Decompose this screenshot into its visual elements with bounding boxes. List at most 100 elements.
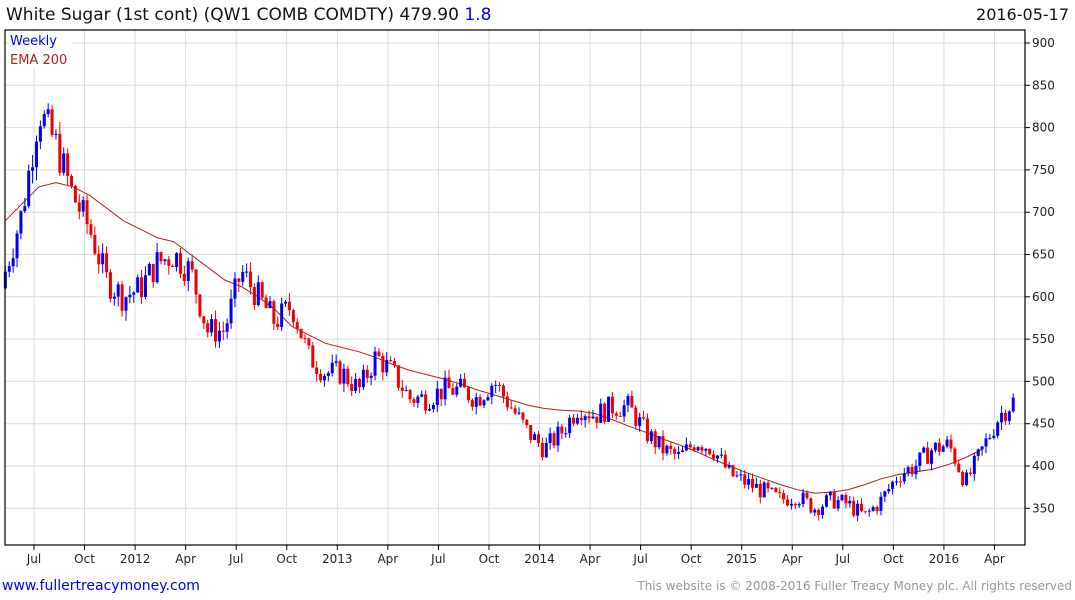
- candle-body: [143, 275, 147, 297]
- candle-body: [968, 472, 972, 475]
- candle-body: [346, 368, 350, 385]
- candle-body: [338, 361, 342, 384]
- candle-body: [373, 351, 377, 376]
- y-tick-label: 850: [1032, 78, 1055, 92]
- candle-body: [626, 396, 630, 406]
- x-tick-label: Jul: [26, 552, 41, 566]
- candle-body: [852, 500, 856, 516]
- candle-body: [813, 509, 817, 513]
- candle-body: [595, 416, 599, 423]
- candle-body: [303, 338, 307, 340]
- candle-body: [393, 361, 397, 366]
- candle-body: [163, 259, 167, 262]
- candle-body: [1011, 397, 1015, 412]
- candle-body: [789, 503, 793, 506]
- candle-body: [965, 472, 969, 486]
- candle-body: [396, 365, 400, 388]
- candle-body: [381, 355, 385, 373]
- candle-body: [97, 253, 101, 265]
- candle-body: [941, 446, 945, 452]
- candle-body: [147, 263, 151, 276]
- candle-body: [684, 444, 688, 451]
- x-tick-label: Jul: [632, 552, 647, 566]
- candle-body: [665, 445, 669, 454]
- candle-body: [400, 387, 404, 391]
- candle-body: [680, 450, 684, 452]
- candle-body: [23, 206, 27, 212]
- candle-body: [614, 413, 618, 416]
- candle-body: [198, 294, 202, 317]
- candle-body: [369, 375, 373, 378]
- candle-body: [108, 272, 112, 299]
- candle-body: [221, 330, 225, 332]
- candle-body: [307, 338, 311, 346]
- plot-frame: [4, 29, 1026, 546]
- candle-body: [128, 294, 132, 298]
- candle-body: [859, 503, 863, 512]
- candle-body: [470, 400, 474, 407]
- candle-body: [754, 483, 758, 488]
- candle-body: [439, 388, 443, 400]
- candle-body: [291, 310, 295, 323]
- y-tick-label: 600: [1032, 290, 1055, 304]
- candle-body: [42, 114, 46, 127]
- x-tick-label: Jul: [228, 552, 243, 566]
- candle-body: [898, 481, 902, 483]
- candle-body: [365, 369, 369, 378]
- candle-body: [210, 319, 214, 333]
- candle-body: [182, 273, 186, 281]
- candle-body: [463, 378, 467, 388]
- candle-body: [175, 253, 179, 268]
- candle-body: [428, 408, 432, 411]
- candle-body: [692, 447, 696, 451]
- candle-body: [171, 265, 175, 268]
- candle-body: [910, 467, 914, 475]
- candle-body: [334, 361, 338, 363]
- candle-body: [552, 433, 556, 446]
- candle-body: [529, 425, 533, 440]
- website-link[interactable]: www.fullertreacymoney.com: [2, 578, 200, 594]
- candle-body: [778, 492, 782, 494]
- y-tick-label: 750: [1032, 163, 1055, 177]
- candle-body: [793, 503, 797, 506]
- candle-body: [474, 397, 478, 407]
- candle-body: [727, 465, 731, 468]
- candle-body: [202, 316, 206, 324]
- candle-body: [976, 449, 980, 456]
- candle-body: [564, 433, 568, 435]
- x-tick-label: Jul: [835, 552, 850, 566]
- candle-body: [482, 400, 486, 406]
- candle-body: [443, 377, 447, 400]
- candle-body: [159, 252, 163, 262]
- candle-body: [34, 141, 38, 168]
- candle-body: [758, 483, 762, 498]
- candle-body: [797, 504, 801, 506]
- candle-body: [762, 482, 766, 498]
- candle-body: [466, 387, 470, 401]
- candle-body: [186, 261, 190, 281]
- candle-body: [575, 417, 579, 424]
- candle-body: [178, 253, 182, 274]
- chart-date: 2016-05-17: [976, 5, 1069, 24]
- candle-body: [120, 284, 124, 311]
- candle-body: [272, 301, 276, 324]
- candle-body: [817, 509, 821, 515]
- candle-body: [770, 487, 774, 489]
- candle-body: [786, 499, 790, 506]
- candle-body: [447, 377, 451, 389]
- x-tick-label: Jul: [430, 552, 445, 566]
- candle-body: [894, 481, 898, 483]
- x-tick-label: 2016: [929, 552, 960, 566]
- candle-body: [389, 360, 393, 362]
- candle-body: [58, 133, 62, 173]
- candle-body: [377, 351, 381, 356]
- candle-body: [249, 271, 253, 288]
- candle-body: [556, 426, 560, 446]
- candle-body: [704, 448, 708, 451]
- candle-body: [486, 397, 490, 401]
- candle-body: [73, 185, 77, 203]
- y-tick-label: 350: [1032, 501, 1055, 515]
- candle-body: [245, 271, 249, 273]
- candle-body: [451, 388, 455, 395]
- candle-body: [319, 373, 323, 381]
